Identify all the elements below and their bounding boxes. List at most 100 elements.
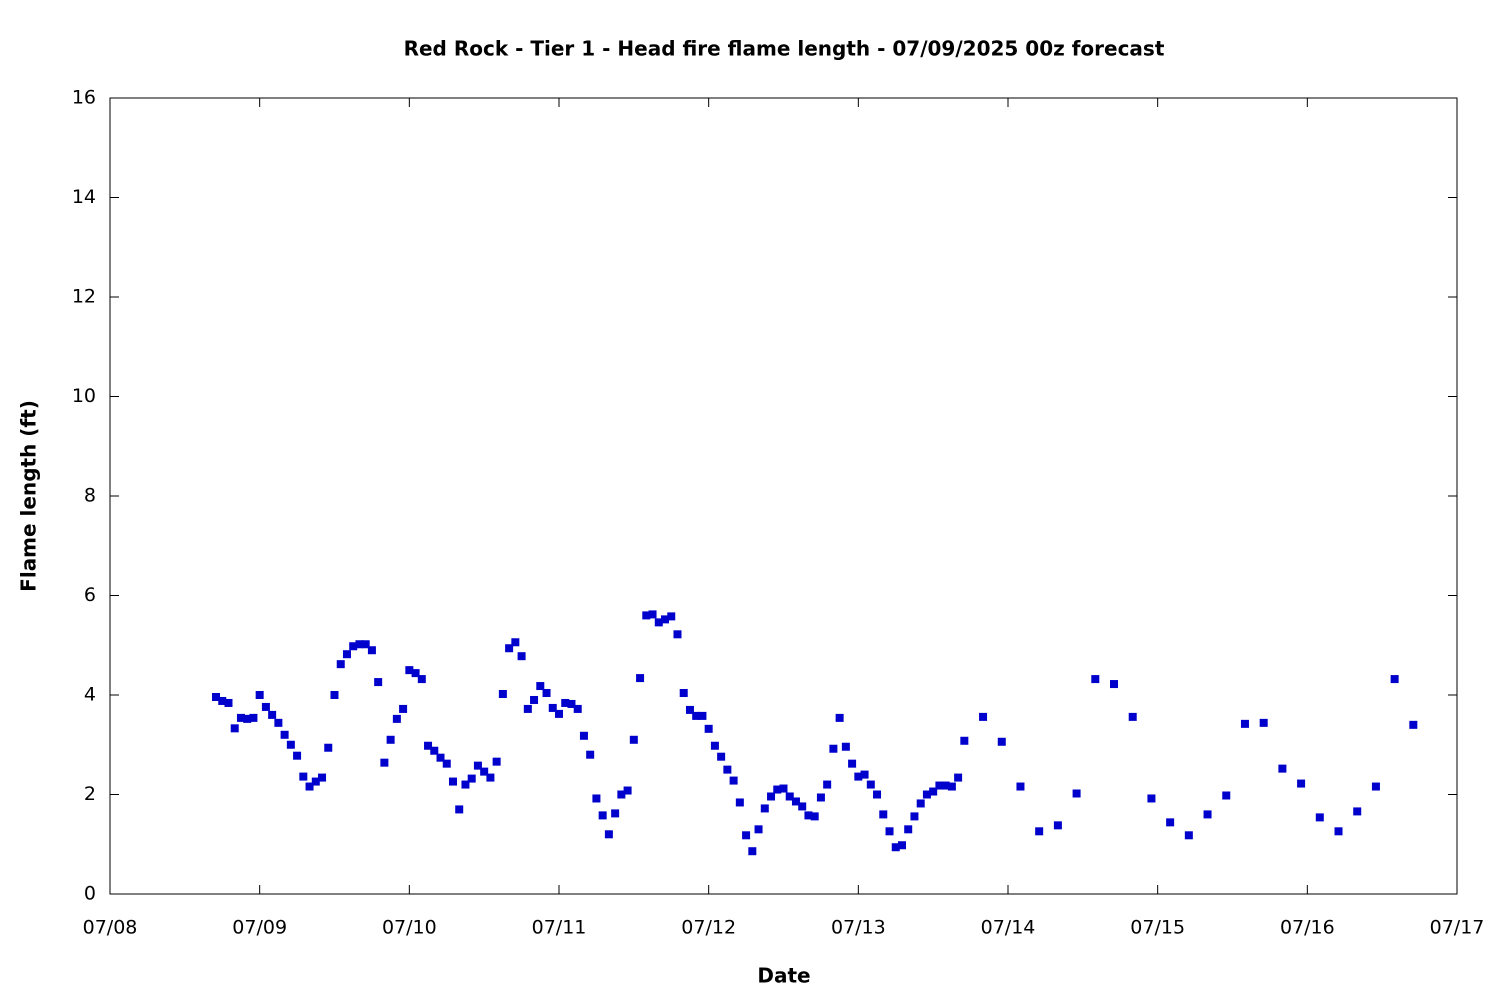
- plot-frame: [109, 97, 1458, 895]
- x-tick-label: 07/15: [1130, 917, 1185, 939]
- data-point: [866, 780, 875, 789]
- data-point: [473, 761, 482, 770]
- x-tick-label: 07/08: [83, 917, 138, 939]
- data-point: [561, 698, 570, 707]
- data-point: [436, 753, 445, 762]
- data-point: [916, 799, 925, 808]
- data-point: [1166, 818, 1175, 827]
- data-point: [661, 615, 670, 624]
- x-tick-label: 07/10: [382, 917, 437, 939]
- data-point: [1315, 813, 1324, 822]
- data-point: [791, 797, 800, 806]
- data-point: [374, 678, 383, 687]
- data-point: [442, 759, 451, 768]
- data-point: [947, 782, 956, 791]
- data-point: [1259, 718, 1268, 727]
- y-tick-label: 14: [72, 186, 96, 208]
- data-point: [324, 743, 333, 752]
- data-point: [692, 711, 701, 720]
- data-point: [735, 798, 744, 807]
- data-point: [448, 777, 457, 786]
- data-point: [349, 642, 358, 651]
- data-point: [698, 711, 707, 720]
- data-point: [785, 792, 794, 801]
- y-axis-label: Flame length (ft): [17, 400, 41, 592]
- data-point: [361, 640, 370, 649]
- data-point: [954, 773, 963, 782]
- data-point: [929, 787, 938, 796]
- data-point: [767, 792, 776, 801]
- y-tick-label: 0: [84, 883, 96, 905]
- data-point: [779, 784, 788, 793]
- y-tick-label: 10: [72, 385, 96, 407]
- data-point: [1353, 807, 1362, 816]
- data-point: [530, 695, 539, 704]
- data-point: [798, 802, 807, 811]
- data-point: [555, 709, 563, 718]
- data-point: [424, 741, 433, 750]
- data-point: [617, 790, 626, 799]
- data-point: [810, 812, 819, 821]
- x-tick-label: 07/16: [1280, 917, 1335, 939]
- data-point: [910, 812, 919, 821]
- data-point: [1035, 827, 1044, 836]
- data-point: [1203, 810, 1212, 819]
- data-point: [586, 750, 595, 759]
- data-point: [667, 612, 676, 621]
- data-point: [411, 669, 420, 678]
- data-point: [835, 713, 844, 722]
- data-point: [1222, 791, 1231, 800]
- data-point: [742, 831, 751, 840]
- data-point: [399, 704, 408, 713]
- data-point: [648, 610, 657, 619]
- data-point: [1091, 675, 1100, 684]
- data-point: [230, 724, 239, 733]
- data-point: [280, 730, 289, 739]
- data-point: [305, 782, 314, 791]
- data-point: [573, 704, 582, 713]
- x-axis-label: Date: [757, 964, 810, 988]
- data-point: [1390, 675, 1399, 684]
- data-point: [673, 630, 682, 639]
- data-point: [249, 713, 258, 722]
- data-point: [941, 781, 950, 790]
- y-tick-label: 16: [72, 87, 96, 109]
- x-tick-label: 07/14: [981, 917, 1036, 939]
- data-point: [330, 691, 339, 699]
- data-point: [1053, 821, 1062, 830]
- data-point: [997, 737, 1006, 746]
- data-point: [885, 827, 894, 836]
- data-point: [754, 825, 763, 834]
- y-tick-label: 8: [84, 485, 96, 507]
- data-point: [685, 705, 694, 714]
- data-point: [804, 811, 813, 820]
- data-point: [729, 776, 738, 785]
- data-point: [505, 644, 514, 653]
- data-point: [960, 736, 969, 745]
- data-point: [1110, 680, 1119, 689]
- data-point: [212, 692, 221, 701]
- data-point: [467, 774, 476, 783]
- data-point: [854, 772, 863, 781]
- data-point: [293, 751, 302, 760]
- x-tick-label: 07/09: [232, 917, 287, 939]
- data-point: [498, 690, 507, 699]
- data-point: [405, 666, 414, 675]
- data-point: [773, 785, 782, 794]
- data-point: [318, 773, 327, 782]
- data-point: [629, 735, 638, 744]
- data-point: [592, 794, 601, 803]
- data-point: [243, 714, 252, 723]
- data-point: [829, 744, 838, 753]
- data-point: [1278, 764, 1287, 773]
- data-point: [1297, 779, 1306, 788]
- data-point: [1409, 720, 1418, 729]
- y-tick-label: 6: [84, 584, 96, 606]
- data-point: [430, 746, 439, 755]
- data-point: [642, 611, 651, 620]
- data-point: [679, 689, 688, 698]
- data-point: [935, 781, 944, 790]
- data-point: [480, 767, 489, 776]
